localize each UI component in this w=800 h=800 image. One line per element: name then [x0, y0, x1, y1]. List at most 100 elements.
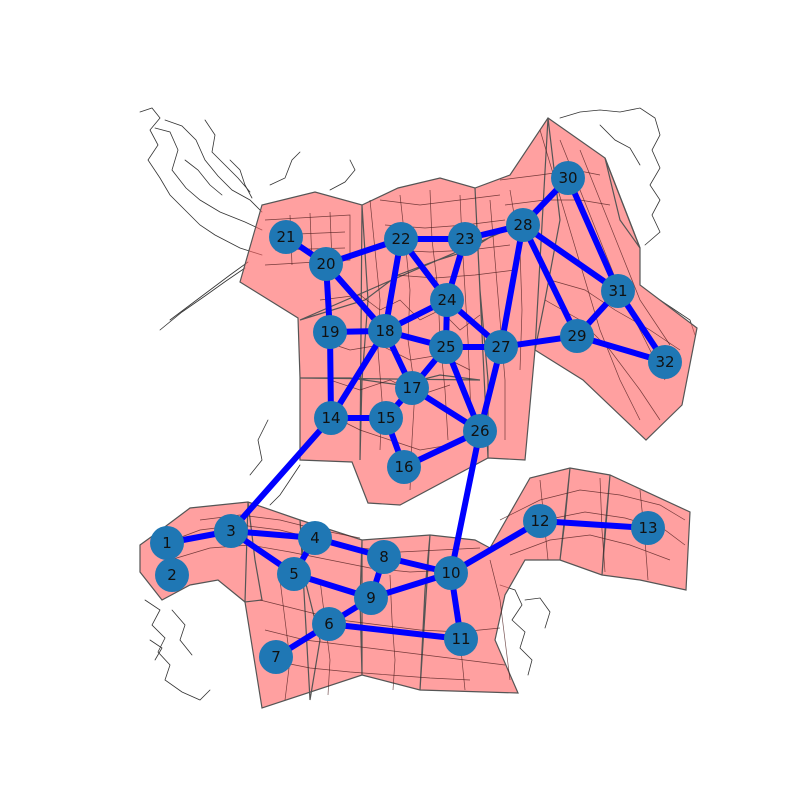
node-12[interactable]: 12 [523, 504, 557, 538]
node-label: 14 [321, 409, 340, 427]
outer-road-network [139, 107, 696, 701]
node-circle [448, 222, 482, 256]
edge-14-18 [328, 328, 388, 421]
zone-divider-sw-4 [419, 534, 431, 691]
node-label: 6 [324, 615, 334, 633]
node-circle [560, 319, 594, 353]
node-24[interactable]: 24 [430, 283, 464, 317]
edge-30-31 [565, 175, 621, 294]
node-18[interactable]: 18 [368, 314, 402, 348]
node-25[interactable]: 25 [429, 330, 463, 364]
node-label: 22 [391, 230, 410, 248]
edge-28-29 [520, 222, 580, 339]
node-label: 26 [470, 422, 489, 440]
node-7[interactable]: 7 [259, 640, 293, 674]
node-circle [277, 557, 311, 591]
node-label: 21 [276, 228, 295, 246]
node-circle [484, 330, 518, 364]
node-26[interactable]: 26 [463, 414, 497, 448]
node-circle [150, 526, 184, 560]
node-28[interactable]: 28 [506, 208, 540, 242]
node-circle [309, 247, 343, 281]
node-circle [631, 511, 665, 545]
node-label: 12 [530, 512, 549, 530]
node-circle [269, 220, 303, 254]
zone-divider-sw-1 [244, 501, 263, 603]
node-circle [155, 558, 189, 592]
node-6[interactable]: 6 [312, 607, 346, 641]
node-10[interactable]: 10 [434, 556, 468, 590]
node-circle [312, 607, 346, 641]
node-13[interactable]: 13 [631, 511, 665, 545]
node-15[interactable]: 15 [369, 401, 403, 435]
edge-12-13 [537, 518, 651, 531]
node-label: 3 [226, 522, 236, 540]
edge-27-28 [498, 222, 526, 350]
node-14[interactable]: 14 [314, 401, 348, 435]
node-circle [395, 371, 429, 405]
node-16[interactable]: 16 [387, 450, 421, 484]
node-circle [384, 222, 418, 256]
node-17[interactable]: 17 [395, 371, 429, 405]
node-label: 5 [289, 565, 299, 583]
node-label: 32 [655, 353, 674, 371]
node-20[interactable]: 20 [309, 247, 343, 281]
node-label: 7 [271, 648, 281, 666]
node-label: 27 [491, 338, 510, 356]
node-label: 4 [310, 529, 320, 547]
node-1[interactable]: 1 [150, 526, 184, 560]
node-circle [314, 401, 348, 435]
node-circle [523, 504, 557, 538]
node-2[interactable]: 2 [155, 558, 189, 592]
node-label: 8 [379, 548, 389, 566]
node-circle [506, 208, 540, 242]
node-circle [429, 330, 463, 364]
node-32[interactable]: 32 [648, 345, 682, 379]
zone-divider-sw-6 [559, 467, 571, 561]
node-21[interactable]: 21 [269, 220, 303, 254]
node-label: 1 [162, 534, 172, 552]
node-circle [368, 314, 402, 348]
node-23[interactable]: 23 [448, 222, 482, 256]
node-label: 15 [376, 409, 395, 427]
node-11[interactable]: 11 [444, 622, 478, 656]
node-label: 10 [441, 564, 460, 582]
node-circle [367, 540, 401, 574]
node-circle [387, 450, 421, 484]
zone-divider-nw-5 [604, 157, 641, 249]
node-label: 25 [436, 338, 455, 356]
node-19[interactable]: 19 [313, 315, 347, 349]
node-circle [444, 622, 478, 656]
node-5[interactable]: 5 [277, 557, 311, 591]
node-label: 11 [451, 630, 470, 648]
node-27[interactable]: 27 [484, 330, 518, 364]
node-circle [430, 283, 464, 317]
node-29[interactable]: 29 [560, 319, 594, 353]
node-label: 13 [638, 519, 657, 537]
node-8[interactable]: 8 [367, 540, 401, 574]
node-31[interactable]: 31 [601, 274, 635, 308]
node-label: 28 [513, 216, 532, 234]
zone-divider-nw-3 [474, 187, 489, 459]
node-circle [369, 401, 403, 435]
node-circle [298, 521, 332, 555]
node-circle [354, 581, 388, 615]
node-22[interactable]: 22 [384, 222, 418, 256]
node-4[interactable]: 4 [298, 521, 332, 555]
edge-3-14 [228, 415, 334, 534]
edge-6-11 [326, 621, 464, 642]
node-circle [551, 161, 585, 195]
node-label: 19 [320, 323, 339, 341]
node-9[interactable]: 9 [354, 581, 388, 615]
edge-28-31 [520, 222, 621, 294]
node-circle [214, 514, 248, 548]
node-label: 24 [437, 291, 456, 309]
node-30[interactable]: 30 [551, 161, 585, 195]
node-label: 31 [608, 282, 627, 300]
node-label: 20 [316, 255, 335, 273]
node-label: 16 [394, 458, 413, 476]
node-label: 30 [558, 169, 577, 187]
node-3[interactable]: 3 [214, 514, 248, 548]
